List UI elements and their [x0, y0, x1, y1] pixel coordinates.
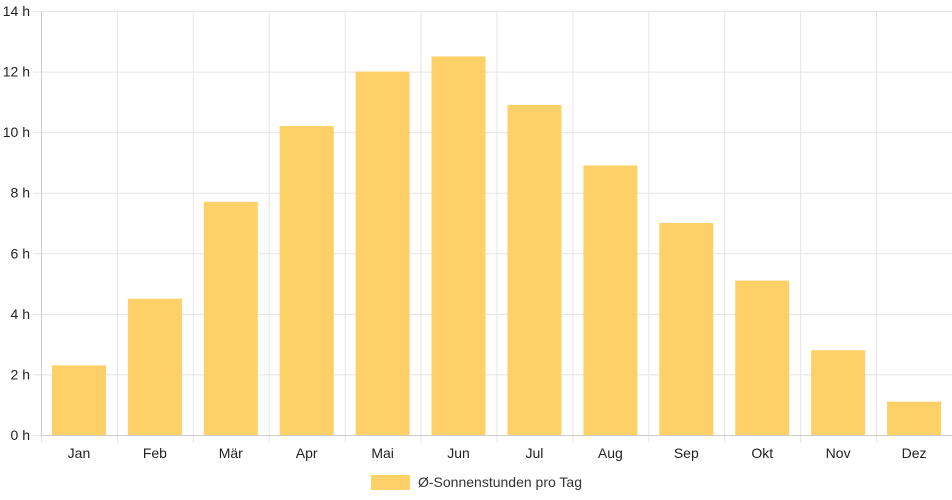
legend[interactable]: Ø-Sonnenstunden pro Tag — [371, 474, 582, 490]
x-tick-label: Sep — [674, 445, 699, 461]
y-tick-label: 8 h — [11, 185, 30, 201]
bars — [51, 56, 942, 436]
x-tick-label: Dez — [902, 445, 927, 461]
bar-aug[interactable] — [583, 165, 638, 435]
bar-mai[interactable] — [355, 71, 410, 436]
bar-apr[interactable] — [279, 126, 334, 435]
x-tick-label: Mai — [371, 445, 394, 461]
x-tick-label: Feb — [143, 445, 167, 461]
axes: 0 h 2 h 4 h 6 h 8 h 10 h 12 h 14 h Jan Feb Mär Apr M… — [3, 3, 952, 461]
bar-mär[interactable] — [203, 201, 258, 435]
y-tick-label: 10 h — [3, 124, 30, 140]
x-tick-label: Apr — [296, 445, 318, 461]
bar-feb[interactable] — [127, 298, 182, 435]
y-tick-label: 12 h — [3, 64, 30, 80]
x-tick-label: Okt — [751, 445, 773, 461]
y-tick-label: 2 h — [11, 366, 30, 382]
grid-lines — [33, 11, 952, 443]
x-tick-label: Aug — [598, 445, 623, 461]
x-tick-label: Jul — [526, 445, 544, 461]
x-tick-label: Mär — [219, 445, 243, 461]
bar-nov[interactable] — [811, 350, 866, 435]
x-tick-label: Jun — [447, 445, 470, 461]
y-tick-label: 4 h — [11, 306, 30, 322]
bar-dez[interactable] — [887, 401, 942, 435]
y-tick-label: 14 h — [3, 3, 30, 19]
x-tick-label: Jan — [68, 445, 91, 461]
bar-okt[interactable] — [735, 280, 790, 435]
bar-jun[interactable] — [431, 56, 486, 436]
bar-sep[interactable] — [659, 223, 714, 435]
y-tick-label: 6 h — [11, 245, 30, 261]
y-tick-label: 0 h — [11, 427, 30, 443]
legend-swatch[interactable] — [371, 475, 410, 490]
bar-jul[interactable] — [507, 104, 562, 435]
x-tick-label: Nov — [826, 445, 851, 461]
legend-label[interactable]: Ø-Sonnenstunden pro Tag — [418, 474, 582, 490]
bar-jan[interactable] — [51, 365, 106, 435]
